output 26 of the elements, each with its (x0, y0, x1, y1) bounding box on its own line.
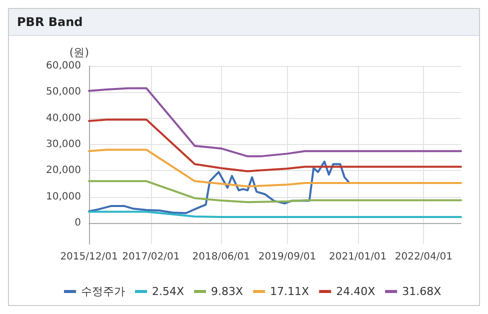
x-tick-label: 2022/04/01 (394, 252, 452, 262)
legend-label: 31.68X (402, 285, 442, 298)
legend-label: 수정주가 (81, 285, 125, 298)
legend-label: 9.83X (211, 285, 244, 298)
y-tick-label: 20,000 (46, 165, 81, 176)
legend-label: 17.11X (270, 285, 310, 298)
legend-label: 24.40X (336, 285, 376, 298)
legend-label: 2.54X (152, 285, 184, 298)
line-series (88, 87, 462, 158)
y-tick-label: 30,000 (46, 139, 81, 150)
line-series (88, 148, 462, 188)
chart-title: PBR Band (9, 9, 479, 36)
line-series (88, 160, 350, 214)
y-tick-label: 10,000 (46, 191, 81, 202)
y-axis-title: (원) (69, 46, 89, 59)
x-tick-label: 2019/09/01 (258, 252, 316, 262)
x-tick-label: 2021/01/01 (329, 252, 387, 262)
y-tick-label: 50,000 (46, 86, 81, 98)
x-tick-label: 2018/06/01 (192, 252, 250, 262)
y-tick-label: 40,000 (46, 112, 81, 124)
y-tick-label: 0 (74, 218, 81, 229)
y-tick-label: 60,000 (46, 60, 81, 72)
line-series (88, 118, 462, 172)
line-series (88, 180, 462, 204)
x-tick-label: 2015/12/01 (60, 252, 118, 262)
x-tick-label: 2017/02/01 (122, 252, 180, 262)
